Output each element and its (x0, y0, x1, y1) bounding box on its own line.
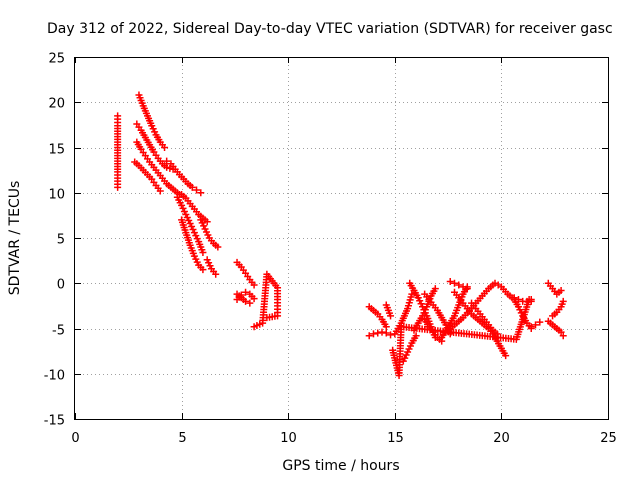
data-point-plus (163, 163, 171, 171)
data-point-plus (250, 295, 258, 303)
data-point-plus (559, 332, 567, 340)
y-tick-label: 25 (48, 52, 65, 67)
data-point-plus (114, 183, 122, 191)
data-point-plus (369, 330, 377, 338)
data-point-plus (557, 286, 565, 294)
y-tick-label: -5 (52, 324, 65, 339)
data-point-plus (527, 297, 535, 305)
data-point-plus (557, 328, 565, 336)
x-tick-label: 0 (71, 431, 79, 446)
data-point-plus (382, 329, 390, 337)
x-axis-label: GPS time / hours (282, 458, 399, 474)
data-point-plus (163, 157, 171, 165)
data-point-plus (246, 299, 254, 307)
chart-title: Day 312 of 2022, Sidereal Day-to-day VTE… (47, 21, 613, 37)
plot-frame (74, 57, 609, 420)
y-tick-label: 5 (57, 233, 65, 248)
data-series (133, 138, 183, 199)
data-point-plus (203, 218, 211, 226)
data-point-plus (387, 312, 395, 320)
data-series (468, 299, 501, 338)
data-point-plus (382, 323, 390, 331)
data-series (203, 256, 220, 278)
data-series (250, 270, 282, 331)
data-series (549, 297, 567, 320)
y-tick-label: 15 (48, 143, 65, 158)
data-point-plus (199, 266, 207, 274)
data-point-plus (408, 290, 416, 298)
data-series (163, 157, 205, 197)
data-point-plus (532, 321, 540, 329)
data-point-plus (514, 296, 522, 304)
data-point-plus (455, 281, 463, 289)
data-point-plus (527, 323, 535, 331)
x-tick-label: 5 (178, 431, 186, 446)
y-tick-label: 0 (57, 278, 65, 293)
data-series (527, 318, 544, 331)
grid (75, 57, 608, 419)
data-point-plus (156, 187, 164, 195)
x-tick-label: 25 (600, 431, 617, 446)
y-axis-label: SDTVAR / TECUs (7, 181, 23, 296)
data-point-plus (502, 352, 510, 360)
data-series (197, 216, 222, 251)
data-series (399, 332, 420, 365)
y-tick-label: 10 (48, 188, 65, 203)
data-point-plus (412, 332, 420, 340)
data-series (131, 158, 164, 195)
data-point-plus (161, 144, 169, 151)
y-tick-label: -15 (44, 414, 65, 429)
data-series (365, 303, 390, 331)
data-point-plus (242, 297, 250, 305)
data-series (544, 317, 567, 340)
data-series (114, 112, 122, 191)
data-point-plus (559, 297, 567, 305)
data-point-plus (450, 279, 458, 287)
data-series (544, 279, 565, 298)
data-series (389, 296, 535, 380)
data-series (233, 258, 258, 289)
data-points (114, 91, 567, 380)
data-point-plus (536, 318, 544, 326)
data-point-plus (250, 281, 258, 289)
data-point-plus (214, 243, 222, 251)
data-point-plus (459, 283, 467, 291)
data-point-plus (212, 270, 220, 278)
data-series (446, 277, 471, 293)
data-point-plus (431, 285, 439, 293)
data-series (178, 216, 207, 274)
data-point-plus (378, 328, 386, 336)
data-point-plus (387, 331, 395, 339)
data-series (382, 301, 395, 320)
data-point-plus (193, 186, 201, 194)
data-point-plus (242, 288, 250, 296)
data-series (135, 91, 169, 151)
data-point-plus (263, 314, 271, 322)
data-point-plus (197, 189, 205, 197)
x-tick-label: 10 (280, 431, 297, 446)
x-tick-label: 15 (387, 431, 404, 446)
data-point-plus (365, 332, 373, 340)
y-tick-label: 20 (48, 97, 65, 112)
data-point-plus (188, 183, 196, 191)
data-series (365, 328, 395, 340)
data-point-plus (374, 329, 382, 337)
y-tick-label: -10 (44, 369, 65, 384)
data-point-plus (446, 277, 454, 285)
data-series (233, 290, 254, 307)
data-series (173, 193, 207, 256)
x-tick-label: 20 (493, 431, 510, 446)
data-point-plus (199, 248, 207, 256)
data-point-plus (463, 285, 471, 293)
data-point-plus (510, 294, 518, 302)
data-series (391, 290, 416, 338)
axis-ticks: 0 5 10 15 20 25 -15 -10 -5 0 5 10 15 20 25 (44, 52, 617, 447)
